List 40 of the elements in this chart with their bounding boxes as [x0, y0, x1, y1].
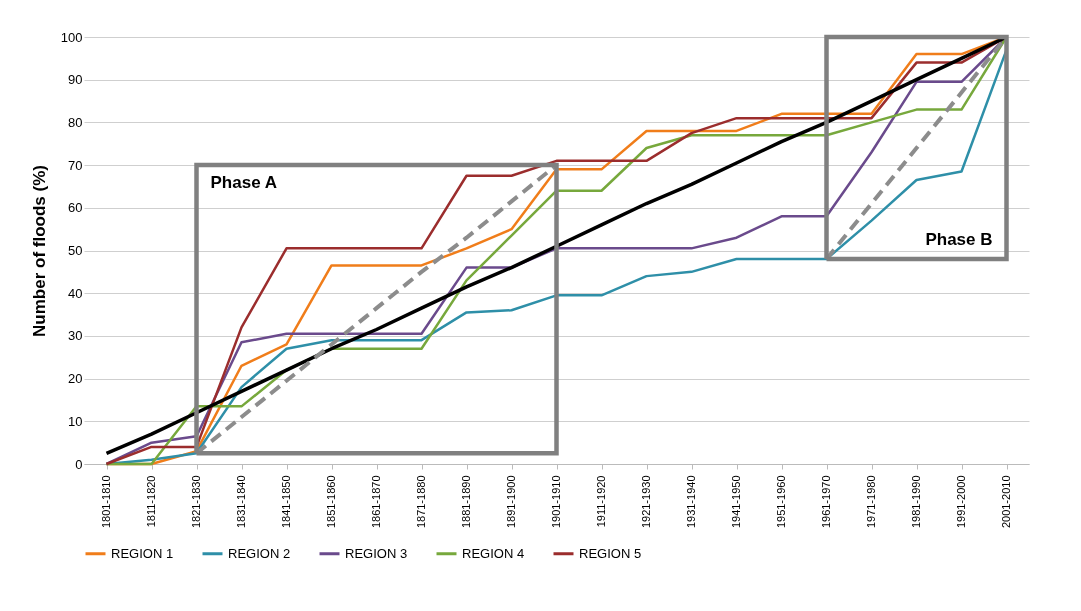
x-tick-label: 1911-1920	[595, 475, 607, 528]
x-tick-label: 1811-1820	[145, 475, 157, 528]
x-tick-label: 1931-1940	[685, 475, 697, 529]
annotation: Phase B	[925, 230, 993, 250]
x-tick-label: 1831-1840	[235, 475, 247, 529]
x-tick-label: 1991-2000	[955, 475, 967, 529]
y-tick-label: 0	[75, 456, 83, 472]
y-tick-label: 90	[68, 72, 83, 88]
y-tick-label: 100	[60, 29, 83, 45]
legend-label: REGION 1	[111, 545, 174, 561]
y-tick-label: 40	[68, 285, 83, 301]
x-tick-label: 1851-1860	[325, 475, 337, 529]
x-tick-label: 1861-1870	[370, 475, 382, 529]
x-tick-label: 1961-1970	[820, 475, 832, 529]
y-tick-label: 80	[68, 114, 83, 130]
y-tick-label: 50	[68, 243, 83, 258]
y-tick-label: 10	[68, 413, 83, 429]
x-tick-label: 2001-2010	[1000, 475, 1012, 529]
annotation: Phase A	[210, 173, 277, 193]
legend-label: REGION 2	[228, 545, 291, 561]
y-tick-label: 30	[68, 328, 83, 344]
x-tick-label: 1821-1830	[190, 475, 202, 529]
x-tick-label: 1981-1990	[910, 475, 922, 529]
y-axis-title: Number of floods (%)	[29, 165, 49, 337]
legend-label: REGION 5	[579, 545, 642, 561]
x-tick-label: 1891-1900	[505, 475, 517, 529]
x-tick-label: 1921-1930	[640, 475, 652, 529]
x-tick-label: 1871-1880	[415, 475, 427, 529]
x-tick-label: 1901-1910	[550, 475, 562, 529]
y-tick-label: 70	[68, 157, 83, 173]
legend-label: REGION 4	[462, 545, 525, 561]
y-tick-label: 20	[68, 371, 83, 387]
x-tick-label: 1801-1810	[100, 475, 112, 529]
y-tick-label: 60	[68, 200, 83, 216]
x-tick-label: 1971-1980	[865, 475, 877, 529]
x-tick-label: 1841-1850	[280, 475, 292, 529]
x-tick-label: 1941-1950	[730, 475, 742, 529]
x-tick-label: 1951-1960	[775, 475, 787, 529]
legend-label: REGION 3	[345, 545, 408, 561]
x-tick-label: 1881-1890	[460, 475, 472, 529]
